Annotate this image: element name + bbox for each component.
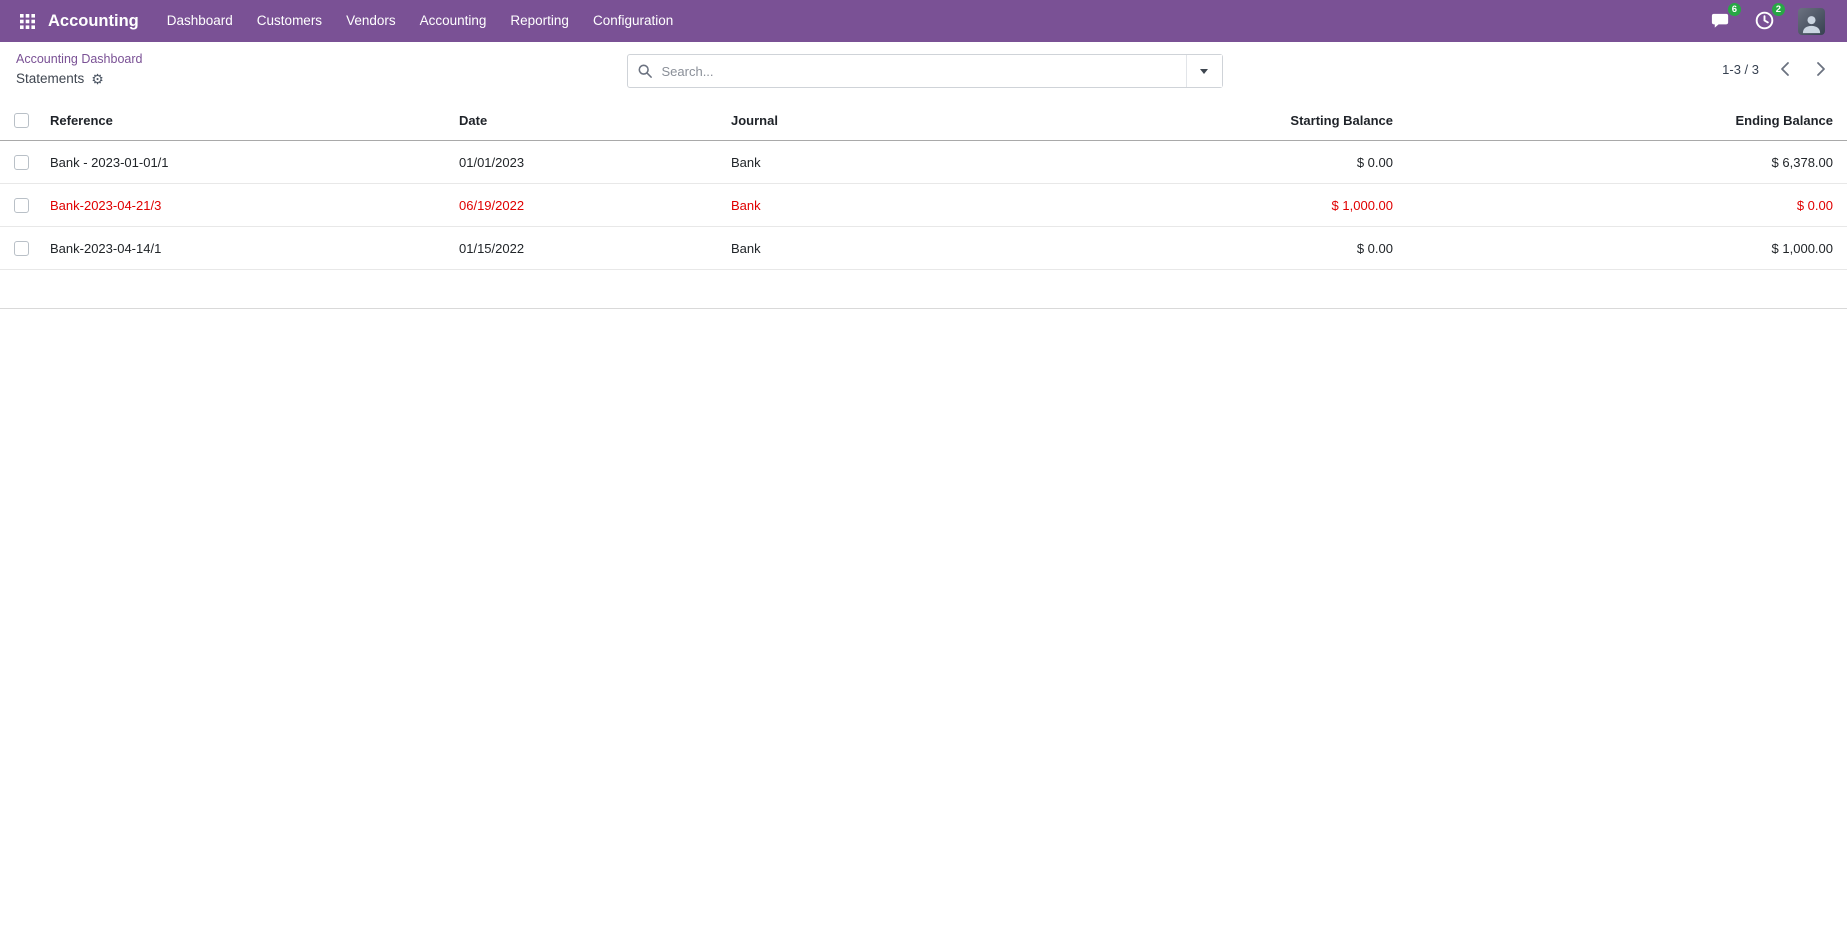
table-row[interactable]: Bank-2023-04-21/3 06/19/2022 Bank $ 1,00… — [0, 183, 1847, 228]
row-checkbox[interactable] — [14, 198, 29, 214]
column-header-starting-balance[interactable]: Starting Balance — [1087, 100, 1403, 142]
cell-journal: Bank — [727, 140, 1087, 185]
cell-ending-balance: $ 0.00 — [1403, 183, 1847, 228]
navbar-systray: 6 2 — [1710, 3, 1837, 35]
table-header-row: Reference Date Journal Starting Balance … — [0, 100, 1847, 142]
pager-previous-button[interactable] — [1773, 59, 1796, 79]
select-all-checkbox[interactable] — [14, 113, 29, 129]
menu-vendors[interactable]: Vendors — [346, 13, 396, 28]
cell-ending-balance: $ 6,378.00 — [1403, 140, 1847, 185]
column-header-date[interactable]: Date — [455, 100, 727, 142]
menu-accounting[interactable]: Accounting — [419, 13, 487, 28]
cell-starting-balance: $ 1,000.00 — [1087, 183, 1403, 228]
cell-journal: Bank — [727, 183, 1087, 228]
chevron-right-icon — [1817, 62, 1825, 76]
breadcrumb: Accounting Dashboard Statements ⚙ — [16, 50, 627, 86]
activities-button[interactable]: 2 — [1754, 3, 1785, 32]
page-title: Statements — [16, 71, 85, 86]
control-panel: Accounting Dashboard Statements ⚙ 1-3 / … — [0, 42, 1847, 100]
row-checkbox[interactable] — [14, 241, 29, 257]
table-row[interactable]: Bank - 2023-01-01/1 01/01/2023 Bank $ 0.… — [0, 140, 1847, 185]
column-header-journal[interactable]: Journal — [727, 100, 1087, 142]
search-dropdown-toggle[interactable] — [1185, 55, 1222, 87]
menu-customers[interactable]: Customers — [256, 13, 323, 28]
activity-clock-icon — [1755, 11, 1774, 30]
menu-reporting[interactable]: Reporting — [510, 13, 569, 28]
pager: 1-3 / 3 — [1223, 59, 1834, 79]
breadcrumb-parent-link[interactable]: Accounting Dashboard — [16, 52, 143, 66]
user-silhouette-icon — [1802, 15, 1821, 33]
menu-dashboard[interactable]: Dashboard — [166, 13, 233, 28]
action-gear-icon[interactable]: ⚙ — [91, 70, 104, 87]
column-header-reference[interactable]: Reference — [46, 100, 455, 142]
cell-ending-balance: $ 1,000.00 — [1403, 226, 1847, 271]
pager-next-button[interactable] — [1810, 59, 1833, 79]
user-avatar[interactable] — [1798, 7, 1825, 35]
cell-reference: Bank-2023-04-21/3 — [46, 183, 455, 228]
pager-counter: 1-3 / 3 — [1722, 61, 1759, 77]
menu-configuration[interactable]: Configuration — [592, 13, 674, 28]
list-footer-space — [0, 270, 1847, 310]
search-icon — [638, 64, 652, 78]
activities-badge: 2 — [1771, 3, 1785, 16]
cell-reference: Bank - 2023-01-01/1 — [46, 140, 455, 185]
chevron-down-icon — [1200, 68, 1208, 74]
chevron-left-icon — [1781, 62, 1789, 76]
apps-menu-button[interactable] — [10, 0, 44, 42]
top-navbar: Accounting Dashboard Customers Vendors A… — [0, 0, 1847, 42]
cell-date: 01/15/2022 — [455, 226, 727, 271]
cell-starting-balance: $ 0.00 — [1087, 140, 1403, 185]
messages-icon — [1711, 13, 1729, 28]
cell-reference: Bank-2023-04-14/1 — [46, 226, 455, 271]
table-row[interactable]: Bank-2023-04-14/1 01/15/2022 Bank $ 0.00… — [0, 226, 1847, 271]
cell-date: 01/01/2023 — [455, 140, 727, 185]
column-header-ending-balance[interactable]: Ending Balance — [1403, 100, 1847, 142]
cell-date: 06/19/2022 — [455, 183, 727, 228]
app-title: Accounting — [48, 11, 139, 30]
apps-grid-icon — [19, 13, 35, 29]
statements-table: Reference Date Journal Starting Balance … — [0, 100, 1847, 271]
search-input[interactable] — [659, 62, 1186, 80]
search-bar — [626, 54, 1223, 88]
messages-button[interactable]: 6 — [1710, 3, 1741, 32]
cell-journal: Bank — [727, 226, 1087, 271]
messages-badge: 6 — [1727, 3, 1741, 16]
main-menu: Dashboard Customers Vendors Accounting R… — [155, 0, 686, 42]
cell-starting-balance: $ 0.00 — [1087, 226, 1403, 271]
row-checkbox[interactable] — [14, 155, 29, 171]
